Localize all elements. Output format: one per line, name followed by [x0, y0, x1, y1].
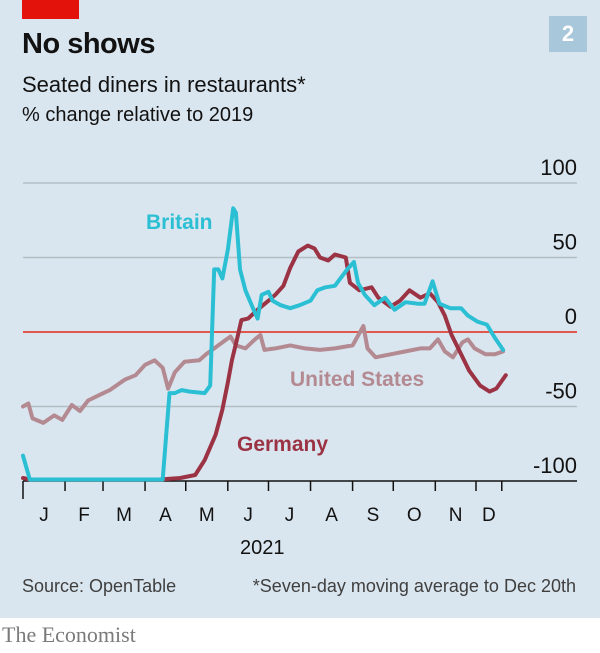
y-tick-label: 0 [565, 304, 577, 329]
y-tick-label: -100 [533, 453, 577, 478]
x-tick-label: M [116, 505, 132, 526]
gridlines [23, 182, 577, 482]
y-tick-label: -50 [545, 379, 577, 404]
x-tick-label: J [243, 505, 253, 526]
economist-red-tab [22, 0, 79, 19]
series-lines [21, 206, 508, 482]
x-tick-label: A [159, 505, 172, 526]
x-tick-label: S [367, 505, 380, 526]
series-line-germany [21, 243, 508, 482]
economist-logo: The Economist [2, 622, 136, 647]
series-labels: Britain Germany United States [146, 211, 424, 456]
y-axis-labels: 100 50 0 -50 -100 [533, 155, 577, 478]
x-tick-label: F [78, 505, 90, 526]
series-label-britain: Britain [146, 211, 213, 234]
chart-unit: % change relative to 2019 [22, 104, 254, 126]
x-tick-label: J [285, 505, 295, 526]
series-line-britain [21, 206, 506, 482]
y-tick-label: 100 [540, 155, 577, 180]
x-tick-label: J [39, 505, 49, 526]
footnote: *Seven-day moving average to Dec 20th [252, 576, 576, 596]
x-axis-year-label: 2021 [240, 537, 285, 559]
chart-number-badge: 2 [549, 16, 587, 52]
y-tick-label: 50 [553, 230, 577, 255]
series-label-germany: Germany [237, 433, 328, 456]
x-tick-label: A [325, 505, 338, 526]
x-tick-label: M [199, 505, 215, 526]
chart-subtitle: Seated diners in restaurants* [22, 72, 306, 97]
chart-title: No shows [22, 28, 155, 60]
series-label-united-states: United States [290, 368, 424, 391]
x-tick-label: O [407, 505, 422, 526]
chart-panel [0, 0, 600, 618]
x-tick-label: N [449, 505, 463, 526]
x-tick-label: D [482, 505, 496, 526]
source-note: Source: OpenTable [22, 576, 177, 596]
series-line-united-states [21, 324, 506, 425]
